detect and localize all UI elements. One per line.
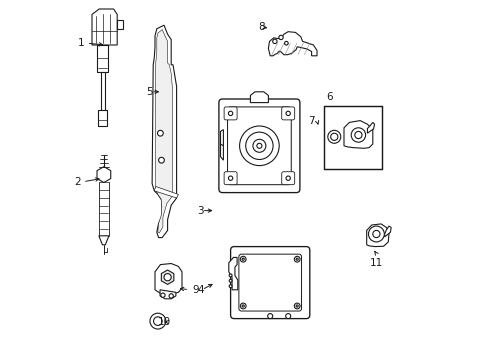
Text: 9: 9 <box>192 285 199 295</box>
Polygon shape <box>92 9 117 45</box>
Circle shape <box>228 176 233 180</box>
FancyBboxPatch shape <box>282 107 294 120</box>
Polygon shape <box>229 257 238 290</box>
Polygon shape <box>101 72 104 112</box>
Polygon shape <box>160 290 176 299</box>
Polygon shape <box>152 25 176 238</box>
Circle shape <box>242 258 245 260</box>
Circle shape <box>331 133 338 140</box>
Circle shape <box>286 314 291 319</box>
Circle shape <box>157 130 163 136</box>
Circle shape <box>245 132 273 159</box>
Polygon shape <box>156 30 172 233</box>
Text: 11: 11 <box>370 258 383 268</box>
Text: 10: 10 <box>158 317 171 327</box>
FancyBboxPatch shape <box>231 247 310 319</box>
Text: 7: 7 <box>309 116 315 126</box>
Circle shape <box>273 39 277 44</box>
Bar <box>324 106 382 169</box>
Circle shape <box>294 303 300 309</box>
Circle shape <box>240 126 279 166</box>
Text: 8: 8 <box>258 22 265 32</box>
Circle shape <box>279 35 283 40</box>
Polygon shape <box>97 167 111 183</box>
Polygon shape <box>220 140 223 160</box>
FancyBboxPatch shape <box>224 172 237 185</box>
FancyBboxPatch shape <box>282 172 294 185</box>
Polygon shape <box>155 264 182 294</box>
FancyBboxPatch shape <box>224 107 237 120</box>
Text: 2: 2 <box>74 177 81 187</box>
Circle shape <box>286 111 291 116</box>
Circle shape <box>257 143 262 148</box>
FancyBboxPatch shape <box>239 254 301 311</box>
Text: 1: 1 <box>78 38 85 48</box>
Circle shape <box>164 274 171 281</box>
Polygon shape <box>368 122 374 133</box>
Circle shape <box>285 41 288 45</box>
Circle shape <box>296 258 298 260</box>
Circle shape <box>294 256 300 262</box>
Circle shape <box>368 226 384 242</box>
Text: 5: 5 <box>147 87 153 97</box>
Polygon shape <box>269 32 317 56</box>
Polygon shape <box>99 236 109 245</box>
Circle shape <box>161 293 165 297</box>
Polygon shape <box>220 130 223 146</box>
FancyBboxPatch shape <box>227 107 291 185</box>
Text: 4: 4 <box>197 285 204 295</box>
Polygon shape <box>344 121 373 148</box>
Polygon shape <box>98 45 108 72</box>
Polygon shape <box>250 92 269 103</box>
Circle shape <box>150 313 166 329</box>
Polygon shape <box>161 270 174 284</box>
Circle shape <box>229 274 232 277</box>
Circle shape <box>229 279 232 282</box>
Circle shape <box>351 128 366 142</box>
Circle shape <box>253 139 266 152</box>
Circle shape <box>229 285 232 288</box>
Polygon shape <box>98 110 107 126</box>
Polygon shape <box>385 226 391 237</box>
Circle shape <box>240 303 246 309</box>
Circle shape <box>328 130 341 143</box>
Circle shape <box>268 314 273 319</box>
Circle shape <box>373 230 380 238</box>
Circle shape <box>153 317 162 325</box>
Polygon shape <box>117 20 122 29</box>
Polygon shape <box>154 186 178 198</box>
Text: 6: 6 <box>326 92 333 102</box>
Circle shape <box>169 294 173 298</box>
Circle shape <box>159 157 164 163</box>
Circle shape <box>296 305 298 307</box>
Circle shape <box>286 176 291 180</box>
Circle shape <box>240 256 246 262</box>
FancyBboxPatch shape <box>219 99 300 193</box>
Circle shape <box>242 305 245 307</box>
Text: 3: 3 <box>197 206 204 216</box>
Circle shape <box>355 131 362 139</box>
Circle shape <box>228 111 233 116</box>
Polygon shape <box>367 224 389 247</box>
